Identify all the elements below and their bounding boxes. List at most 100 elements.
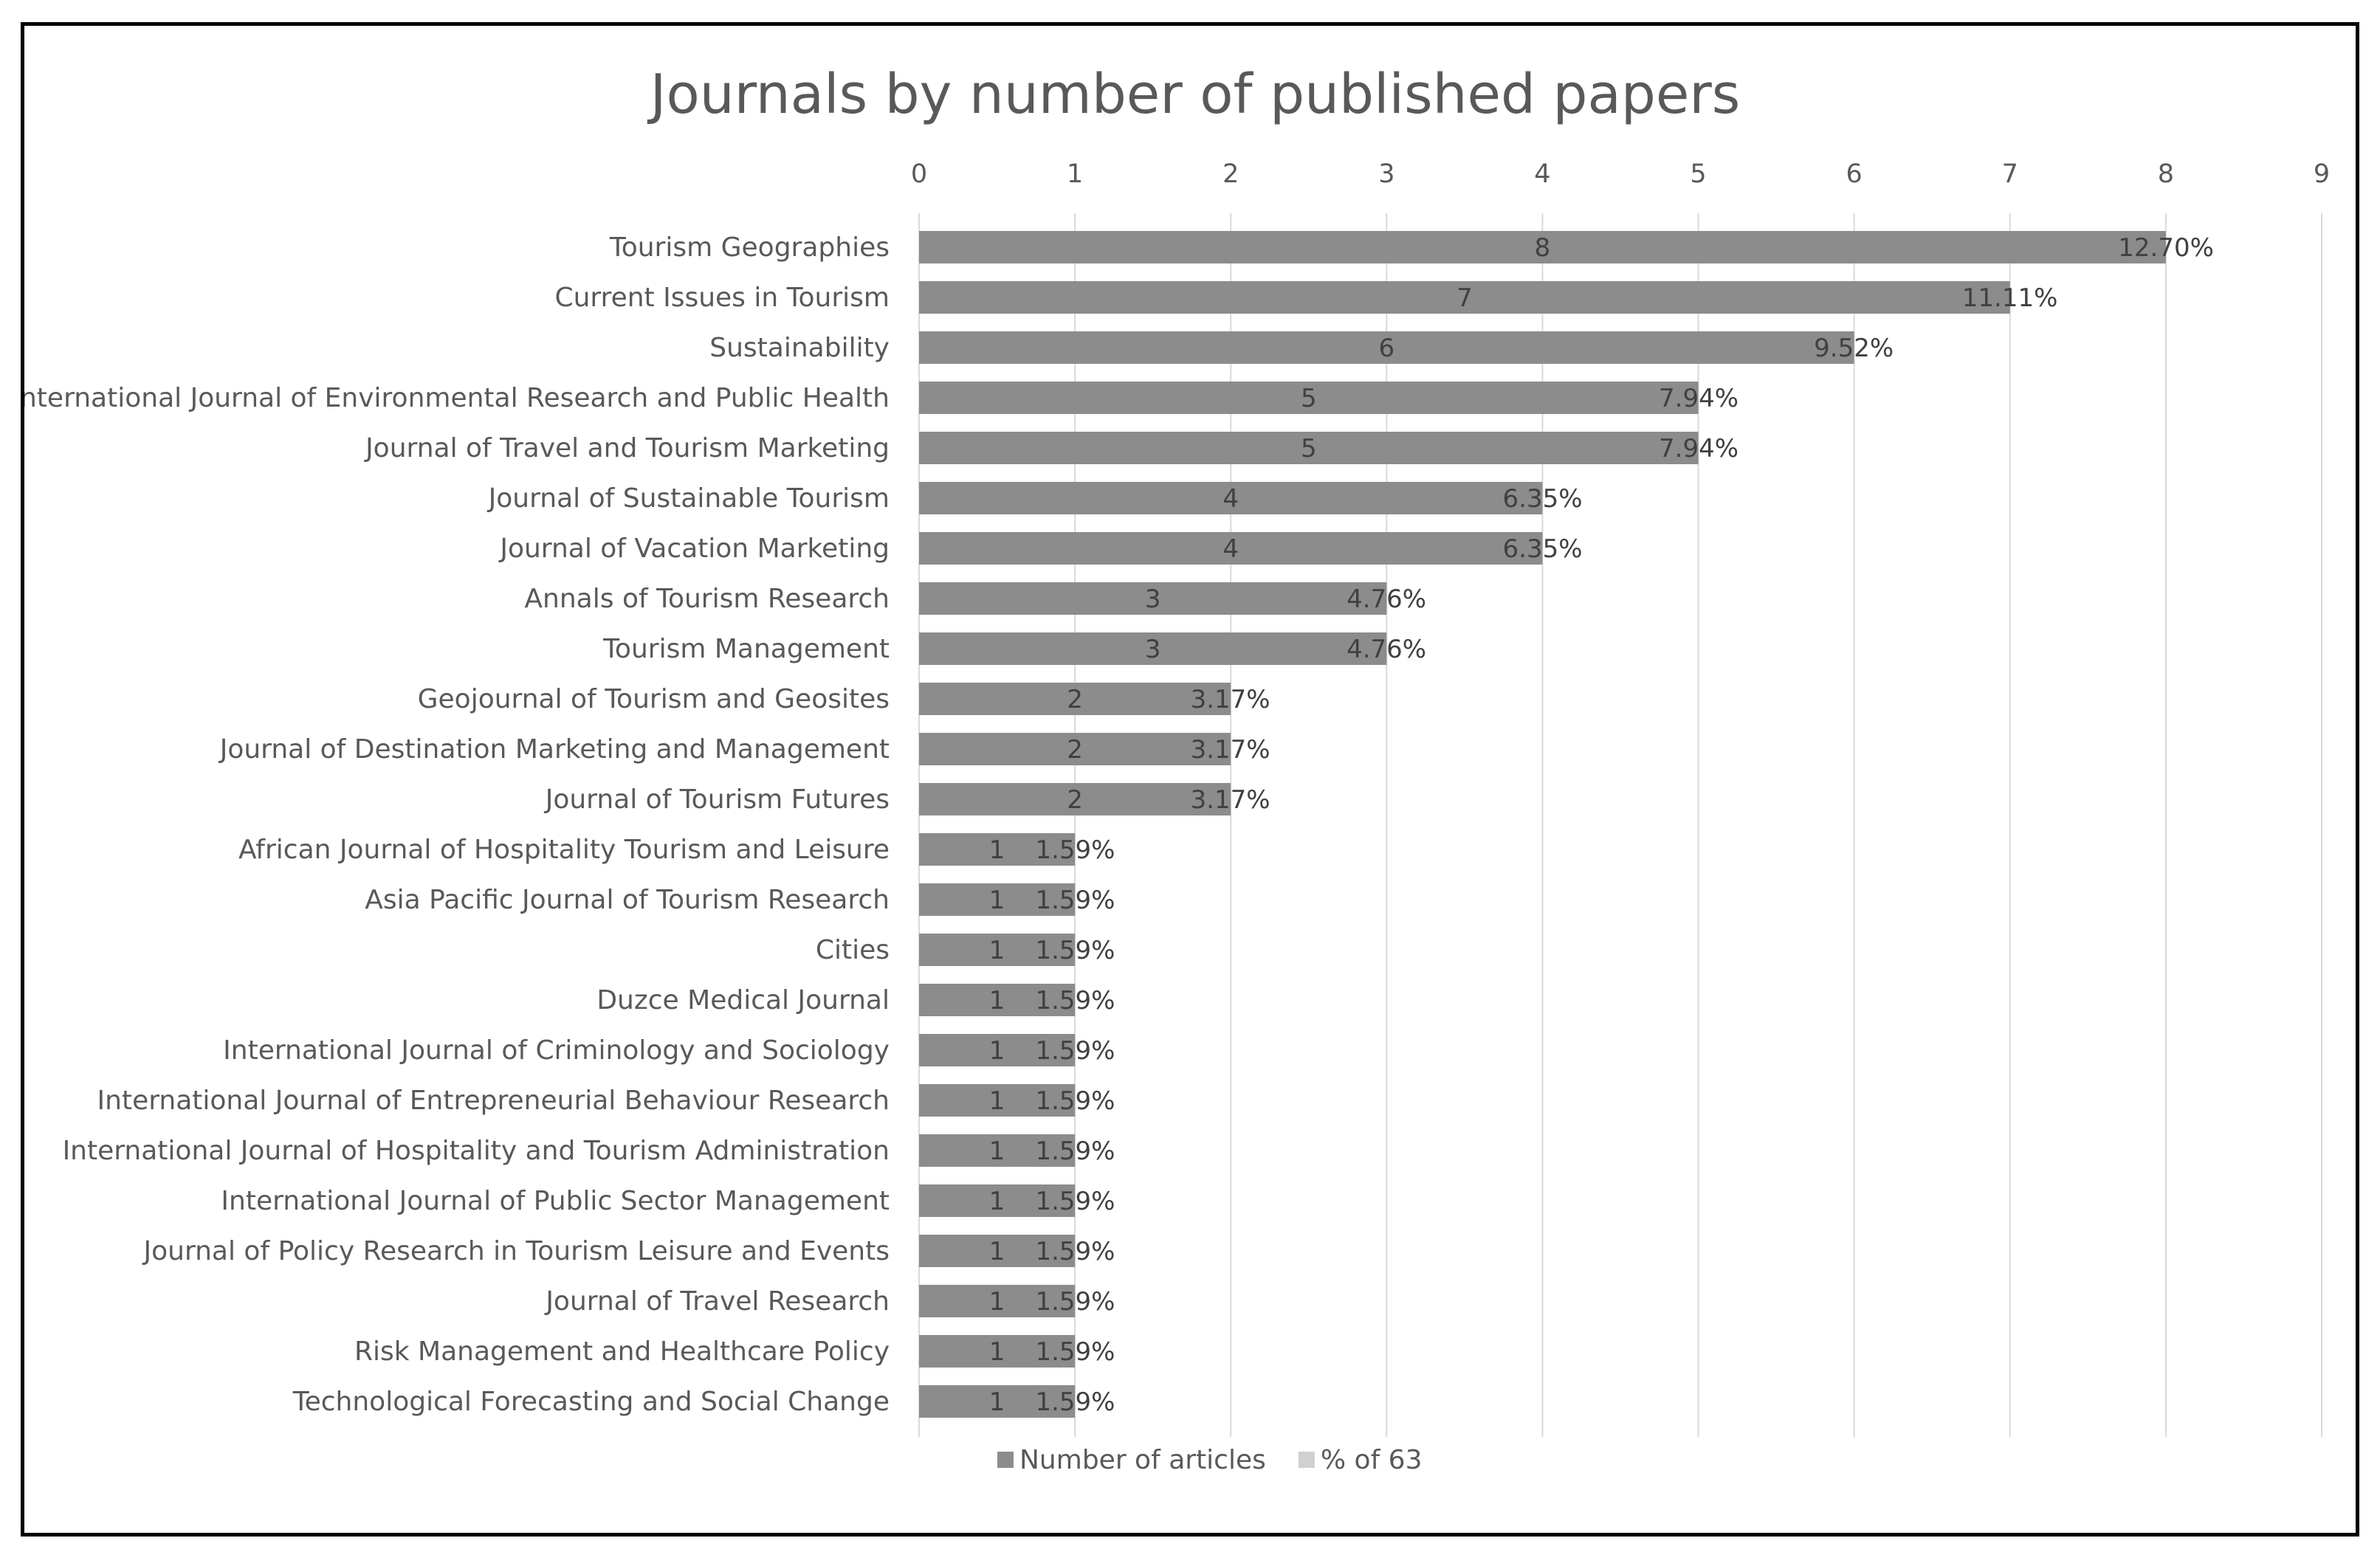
data-label-articles: 5 xyxy=(1301,384,1317,413)
data-label-percent: 1.59% xyxy=(1035,1287,1115,1317)
chart-title: Journals by number of published papers xyxy=(647,63,1741,126)
category-label: Journal of Tourism Futures xyxy=(544,784,890,815)
data-label-percent: 4.76% xyxy=(1347,584,1426,614)
bar-articles xyxy=(919,1084,1076,1117)
x-axis-ticks: 0 1 2 3 4 5 6 7 8 9 xyxy=(911,159,2330,189)
category-label: Risk Management and Healthcare Policy xyxy=(354,1337,890,1367)
category-label: Journal of Policy Research in Tourism Le… xyxy=(142,1236,890,1266)
category-label: Geojournal of Tourism and Geosites xyxy=(418,684,890,714)
bar-articles xyxy=(919,482,1543,514)
data-label-articles: 4 xyxy=(1222,534,1239,564)
data-label-percent: 1.59% xyxy=(1035,835,1115,865)
data-label-percent: 7.94% xyxy=(1659,434,1738,463)
data-label-articles: 2 xyxy=(1067,735,1083,765)
data-label-percent: 3.17% xyxy=(1191,685,1270,714)
x-tick-label: 0 xyxy=(911,159,927,189)
bar-articles xyxy=(919,783,1231,815)
x-tick-label: 1 xyxy=(1067,159,1083,189)
data-label-articles: 8 xyxy=(1535,233,1551,263)
data-label-articles: 5 xyxy=(1301,434,1317,463)
category-label: Sustainability xyxy=(709,333,890,363)
data-label-percent: 6.35% xyxy=(1503,484,1583,514)
category-label: Journal of Vacation Marketing xyxy=(498,534,890,564)
bar-articles xyxy=(919,883,1076,916)
data-label-articles: 1 xyxy=(989,1337,1005,1367)
data-label-articles: 1 xyxy=(989,835,1005,865)
legend: Number of articles % of 63 xyxy=(997,1445,1423,1475)
category-label: International Journal of Hospitality and… xyxy=(63,1136,890,1166)
x-tick-label: 3 xyxy=(1378,159,1394,189)
data-label-percent: 7.94% xyxy=(1659,384,1738,413)
bar-articles xyxy=(919,1335,1076,1368)
data-label-percent: 1.59% xyxy=(1035,1137,1115,1166)
data-label-articles: 6 xyxy=(1379,334,1395,363)
legend-swatch xyxy=(1298,1452,1315,1468)
data-label-percent: 1.59% xyxy=(1035,1187,1115,1216)
data-label-articles: 2 xyxy=(1067,685,1083,714)
category-label: International Journal of Entrepreneurial… xyxy=(97,1086,890,1116)
category-label: African Journal of Hospitality Tourism a… xyxy=(238,835,890,865)
bar-articles xyxy=(919,1385,1076,1418)
data-label-percent: 4.76% xyxy=(1347,635,1426,664)
category-label: Cities xyxy=(816,935,890,965)
bar-articles xyxy=(919,1134,1076,1167)
data-label-articles: 1 xyxy=(989,1387,1005,1417)
data-label-percent: 1.59% xyxy=(1035,1036,1115,1066)
bar-articles xyxy=(919,1034,1076,1066)
bar-articles xyxy=(919,532,1543,565)
category-label: International Journal of Criminology and… xyxy=(223,1035,890,1066)
data-label-articles: 1 xyxy=(989,1237,1005,1266)
data-label-percent: 1.59% xyxy=(1035,1387,1115,1417)
data-label-articles: 3 xyxy=(1145,635,1161,664)
data-label-percent: 1.59% xyxy=(1035,1237,1115,1266)
data-label-articles: 1 xyxy=(989,1086,1005,1116)
category-label: Journal of Travel and Tourism Marketing xyxy=(364,433,890,463)
bar-articles xyxy=(919,382,1699,414)
category-label: Journal of Destination Marketing and Man… xyxy=(219,734,890,765)
data-label-percent: 3.17% xyxy=(1191,785,1270,815)
gridlines xyxy=(918,213,2322,1437)
data-label-percent: 11.11% xyxy=(1962,283,2058,313)
data-label-articles: 3 xyxy=(1145,584,1161,614)
bar-articles xyxy=(919,281,2010,314)
data-label-articles: 1 xyxy=(989,986,1005,1015)
legend-swatch xyxy=(997,1452,1014,1468)
data-label-articles: 1 xyxy=(989,1137,1005,1166)
x-tick-label: 7 xyxy=(2002,159,2018,189)
bar-chart: Journals by number of published papers 0… xyxy=(24,63,2330,1475)
x-tick-label: 4 xyxy=(1534,159,1550,189)
data-label-percent: 3.17% xyxy=(1191,735,1270,765)
data-label-articles: 1 xyxy=(989,1287,1005,1317)
data-label-percent: 1.59% xyxy=(1035,936,1115,965)
category-label: Annals of Tourism Research xyxy=(524,584,890,614)
bar-articles xyxy=(919,432,1699,464)
bar-articles xyxy=(919,1285,1076,1317)
bar-articles xyxy=(919,833,1076,866)
category-label: Journal of Travel Research xyxy=(544,1286,890,1317)
category-label: Asia Pacific Journal of Tourism Research xyxy=(365,885,890,915)
category-label: International Journal of Public Sector M… xyxy=(221,1186,890,1216)
x-tick-label: 2 xyxy=(1222,159,1239,189)
data-label-percent: 1.59% xyxy=(1035,1086,1115,1116)
x-tick-label: 9 xyxy=(2314,159,2330,189)
bars xyxy=(919,231,2167,1418)
bar-articles xyxy=(919,331,1854,364)
bar-articles xyxy=(919,984,1076,1016)
data-label-articles: 1 xyxy=(989,936,1005,965)
data-label-articles: 2 xyxy=(1067,785,1083,815)
data-labels: 8 12.70% 7 11.11% 6 9.52% 5 7.94% 5 7.94% 4 6.35% 4 6… xyxy=(989,233,2214,1417)
data-label-articles: 1 xyxy=(989,1036,1005,1066)
data-label-percent: 6.35% xyxy=(1503,534,1583,564)
legend-label: Number of articles xyxy=(1019,1445,1266,1475)
bar-articles xyxy=(919,1235,1076,1267)
bar-articles xyxy=(919,632,1387,665)
category-label: Tourism Management xyxy=(602,634,890,664)
bar-articles xyxy=(919,733,1231,765)
data-label-articles: 1 xyxy=(989,886,1005,915)
bar-articles xyxy=(919,934,1076,966)
data-label-percent: 1.59% xyxy=(1035,1337,1115,1367)
bar-articles xyxy=(919,231,2166,263)
data-label-articles: 4 xyxy=(1222,484,1239,514)
x-tick-label: 8 xyxy=(2158,159,2174,189)
category-label: Current Issues in Tourism xyxy=(554,283,890,313)
